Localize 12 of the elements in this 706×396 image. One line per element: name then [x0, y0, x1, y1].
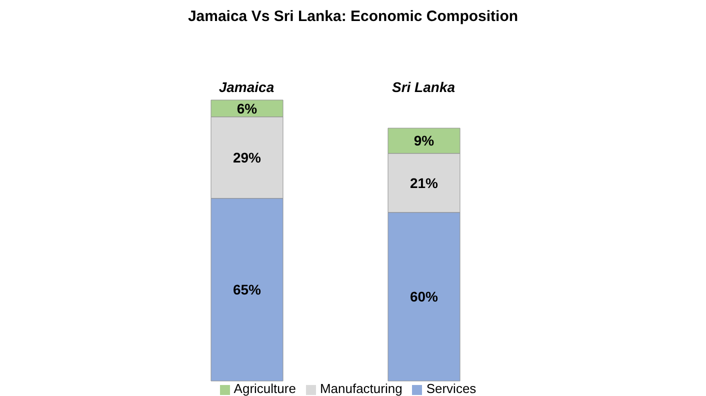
data-label: 65%	[232, 282, 262, 298]
data-label: 60%	[410, 288, 439, 305]
data-label: 29%	[232, 150, 262, 166]
legend-label: Services	[426, 381, 476, 396]
data-label: 21%	[410, 174, 439, 191]
legend-label: Manufacturing	[320, 381, 402, 396]
data-label: 9%	[414, 132, 435, 149]
chart-title: Jamaica Vs Sri Lanka: Economic Composition	[186, 8, 520, 27]
legend-label: Agriculture	[234, 381, 296, 396]
data-label: 6%	[236, 100, 258, 116]
x-tick-label: Jamaica	[218, 79, 274, 95]
x-tick-label: Sri Lanka	[392, 79, 456, 95]
